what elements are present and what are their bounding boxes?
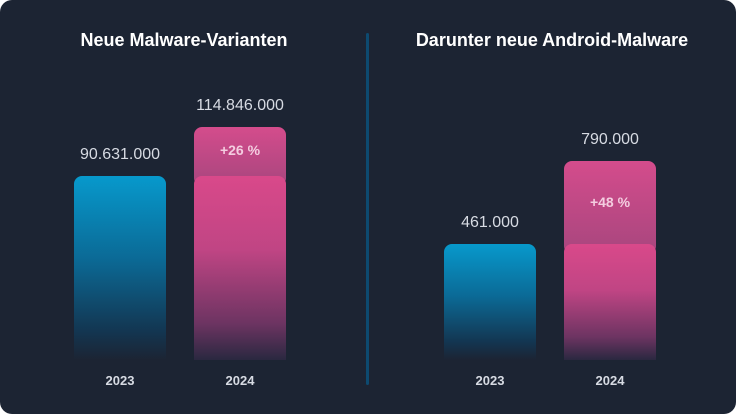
chart-title-left: Neue Malware-Varianten [80, 30, 288, 50]
value-label-2024: 790.000 [581, 131, 639, 149]
value-label-2023: 90.631.000 [79, 145, 161, 163]
value-label-2023: 461.000 [461, 214, 519, 232]
x-tick-2023: 2023 [475, 373, 505, 388]
bar-2023 [444, 244, 536, 360]
x-tick-2024: 2024 [225, 373, 255, 388]
change-label: +48 % [589, 193, 631, 210]
value-label-2024: 114.846.000 [196, 96, 284, 114]
divider [366, 33, 369, 385]
bar-2024 [564, 244, 656, 360]
bar-2024-growth [564, 161, 656, 255]
x-tick-2024: 2024 [595, 373, 625, 388]
change-label: +26 % [219, 142, 261, 159]
bar-2024 [194, 175, 286, 360]
x-tick-2023: 2023 [105, 373, 135, 388]
bar-2023 [74, 175, 166, 360]
chart-title-right: Darunter neue Android-Malware [415, 30, 689, 50]
